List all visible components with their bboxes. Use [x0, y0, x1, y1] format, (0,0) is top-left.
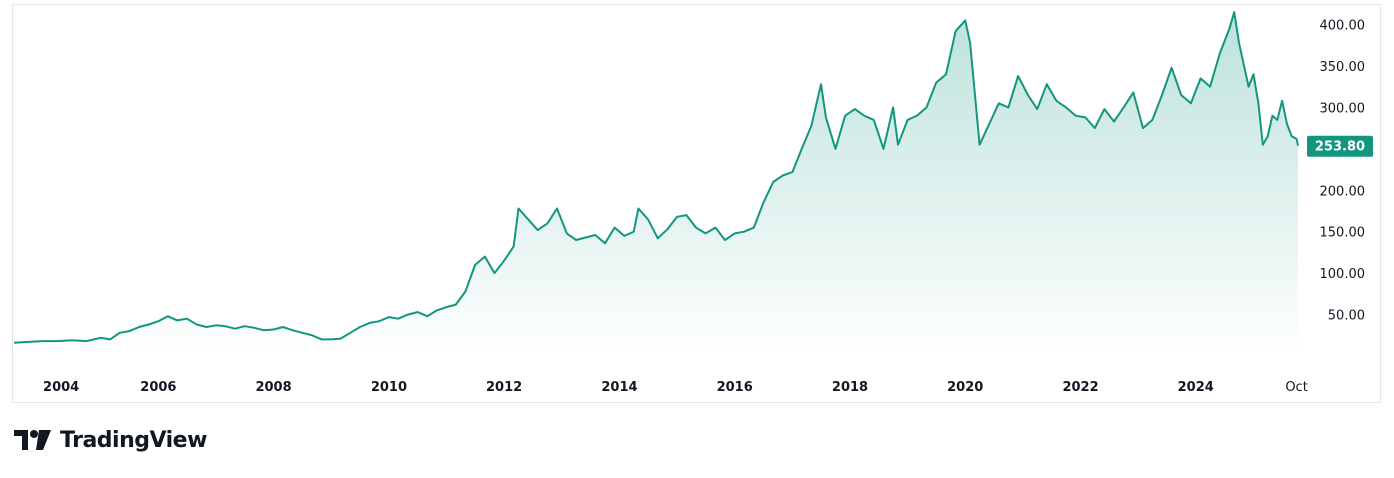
y-tick-label: 300.00	[1320, 101, 1366, 116]
y-tick-label: 200.00	[1320, 184, 1366, 199]
chart-frame	[12, 4, 1381, 403]
price-chart[interactable]: 50.00100.00150.00200.00250.00300.00350.0…	[0, 0, 1394, 410]
y-tick-label: 350.00	[1320, 60, 1366, 75]
x-tick-label: 2020	[947, 380, 983, 395]
x-tick-label: 2012	[486, 380, 522, 395]
brand-name: TradingView	[60, 427, 207, 453]
x-tick-label: 2010	[371, 380, 407, 395]
x-tick-label: 2016	[717, 380, 753, 395]
x-tick-label: 2018	[832, 380, 868, 395]
x-tick-label: 2006	[140, 380, 176, 395]
price-area-fill	[14, 12, 1298, 356]
x-tick-label: 2008	[255, 380, 291, 395]
last-price-badge	[1307, 135, 1373, 157]
y-tick-label: 150.00	[1320, 226, 1366, 241]
x-tick-label: 2024	[1178, 380, 1214, 395]
branding: TradingView	[14, 424, 207, 456]
y-tick-label: 50.00	[1328, 309, 1365, 324]
last-price-label: 253.80	[1315, 140, 1365, 155]
y-tick-label: 400.00	[1320, 19, 1366, 34]
x-tick-label: 2014	[601, 380, 637, 395]
tradingview-logo-icon	[14, 430, 51, 450]
x-tick-label: Oct	[1285, 380, 1307, 395]
x-tick-label: 2004	[43, 380, 79, 395]
x-tick-label: 2022	[1062, 380, 1098, 395]
y-tick-label: 100.00	[1320, 267, 1366, 282]
price-line	[13, 11, 1299, 344]
